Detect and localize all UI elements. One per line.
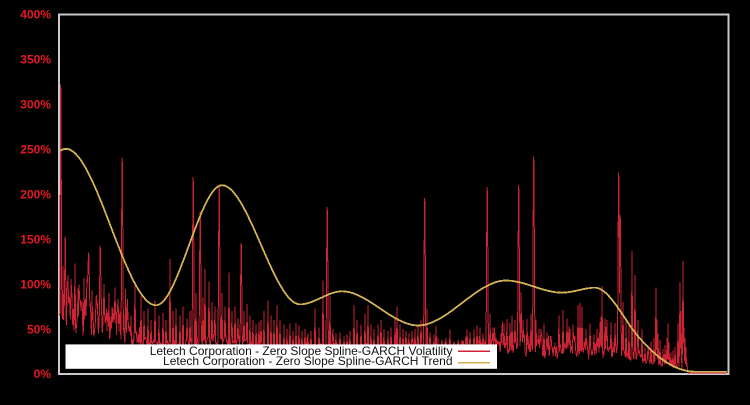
svg-text:300%: 300% — [20, 98, 51, 112]
svg-text:Letech Corporation - Zero Slop: Letech Corporation - Zero Slope Spline-G… — [163, 354, 452, 368]
svg-text:250%: 250% — [20, 143, 51, 157]
svg-text:Letech Corporation - Zero Slop: Letech Corporation - Zero Slope Spline-G… — [150, 344, 453, 358]
svg-text:150%: 150% — [20, 232, 51, 246]
svg-text:50%: 50% — [27, 322, 51, 336]
svg-text:0%: 0% — [34, 367, 52, 381]
svg-text:400%: 400% — [20, 8, 51, 22]
svg-text:350%: 350% — [20, 53, 51, 67]
svg-text:200%: 200% — [20, 187, 51, 201]
svg-text:100%: 100% — [20, 277, 51, 291]
